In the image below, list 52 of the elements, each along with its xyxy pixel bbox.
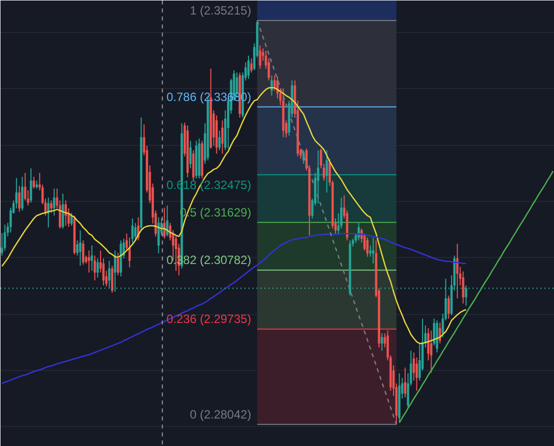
candlestick — [250, 58, 253, 74]
candlestick — [111, 265, 114, 294]
candlestick — [404, 367, 406, 398]
candlestick — [90, 244, 94, 272]
candlestick — [218, 130, 221, 151]
candlestick — [47, 197, 50, 228]
candlestick — [18, 185, 20, 212]
candlestick — [221, 120, 224, 154]
candlestick — [247, 55, 250, 80]
candlestick — [270, 74, 273, 96]
ref-line-label: 0 (2.28042) — [190, 407, 252, 422]
candlestick — [316, 150, 320, 204]
candlestick — [116, 252, 120, 276]
candlestick — [380, 332, 384, 352]
candlestick — [79, 230, 82, 266]
candlestick — [462, 270, 464, 304]
candlestick — [456, 243, 458, 299]
candlestick — [21, 176, 24, 212]
ref-line-label: 0.236 (2.29735) — [166, 312, 252, 326]
candlestick — [53, 188, 56, 216]
candlestick — [131, 218, 134, 244]
candlestick — [128, 237, 131, 268]
candlestick — [64, 200, 67, 226]
candlestick — [32, 176, 35, 190]
candlestick — [447, 295, 450, 320]
candlestick — [273, 74, 276, 92]
candlestick — [82, 240, 84, 266]
candlestick — [88, 250, 90, 273]
candlestick — [134, 222, 137, 241]
candlestick — [372, 237, 374, 264]
candlestick — [50, 200, 52, 214]
candlestick — [70, 212, 73, 226]
candlestick — [157, 216, 160, 254]
candlestick — [432, 318, 436, 346]
candlestick — [30, 168, 32, 204]
ref-line-label: 1 (2.35215) — [190, 3, 252, 18]
candlestick — [340, 197, 342, 230]
candlestick — [258, 45, 262, 70]
candlestick — [4, 224, 6, 252]
candlestick — [94, 255, 96, 281]
candlestick — [358, 222, 360, 241]
candlestick — [366, 237, 369, 258]
candlestick — [163, 207, 166, 240]
candlestick — [302, 150, 305, 164]
candlestick — [62, 193, 64, 230]
candlestick — [192, 150, 195, 182]
candlestick — [96, 258, 99, 278]
candlestick — [166, 204, 168, 237]
candlestick — [326, 150, 328, 194]
candlestick — [189, 140, 192, 169]
candlestick — [430, 330, 432, 374]
candlestick — [438, 322, 442, 344]
